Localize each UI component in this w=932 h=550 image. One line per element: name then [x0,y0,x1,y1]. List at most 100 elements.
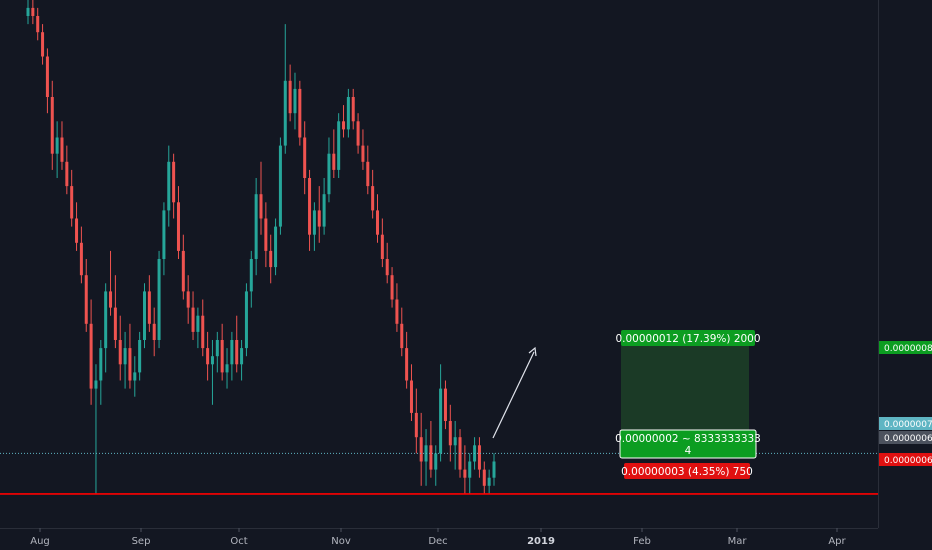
candle-down [206,348,210,365]
candle-down [264,218,268,251]
candle-down [65,161,69,187]
candle-down [84,275,88,324]
candle-up [138,340,142,373]
candle-up [322,194,326,227]
candle-down [31,7,35,17]
target-zone[interactable] [621,339,749,437]
candle-up [104,291,108,349]
candle-up [196,315,200,332]
projection-arrow[interactable] [492,346,537,439]
candle-down [356,121,360,146]
candle-down [414,412,418,438]
candle-down [176,202,180,251]
candle-down [409,380,413,413]
candle-down [400,323,404,349]
candle-down [317,210,321,227]
x-tick-label: Mar [728,536,748,547]
candle-up [249,259,253,292]
candle-down [443,388,447,421]
candle-down [405,348,409,381]
candle-down [385,259,389,276]
x-tick-label: Apr [828,536,846,547]
candle-down [191,307,195,332]
candle-down [79,242,83,276]
candle-up [142,291,147,340]
candle-down [220,340,224,373]
candle-down [45,56,49,97]
target-label[interactable]: 0.00000012 (17.39%) 2000 [615,330,761,346]
candle-up [346,97,350,130]
candle-down [390,275,394,300]
x-tick-label: Oct [230,536,247,547]
candle-up [434,453,438,470]
candle-down [60,137,64,162]
price-tag-current-text: 0.00000071 [884,420,932,430]
candle-up [453,437,457,446]
candle-up [55,137,59,154]
candle-down [361,145,365,162]
candle-down [308,178,312,235]
ratio-label-line2: 4 [685,445,692,457]
stop-label-text: 0.00000003 (4.35%) 750 [621,466,753,478]
candle-down [375,210,380,235]
candle-down [298,88,302,138]
candle-down [463,469,467,478]
candle-up [274,226,278,268]
candle-down [147,291,151,324]
candle-down [366,161,370,187]
candle-up [157,259,161,340]
candle-up [26,7,30,17]
candle-down [186,291,190,308]
candle-up [225,364,229,373]
candle-up [244,291,248,349]
candle-down [380,234,384,259]
candle-down [172,161,176,203]
candle-down [448,421,452,446]
candle-up [312,210,316,235]
candle-down [259,194,263,219]
x-tick-label: Aug [30,536,50,547]
candle-up [278,145,282,227]
candle-down [429,445,433,470]
price-tag-support-text: 0.00000066 [884,456,932,466]
candle-down [303,137,307,178]
time-axis[interactable]: Aug Sep Oct Nov Dec 2019 Feb Mar Apr [30,528,847,547]
candle-down [41,32,45,57]
price-tag-target-text: 0.00000081 [884,344,932,354]
candle-down [342,121,346,130]
x-tick-label: Dec [428,536,447,547]
candle-up [468,461,472,478]
x-tick-label: Feb [633,536,651,547]
candle-up [230,340,234,365]
candle-down [458,437,462,470]
stop-label[interactable]: 0.00000003 (4.35%) 750 [621,463,753,479]
candle-up [492,461,496,478]
candle-down [201,315,205,349]
x-tick-label: Sep [132,536,151,547]
candle-down [351,97,355,122]
candle-down [118,340,122,365]
candle-down [128,348,132,381]
candle-down [109,291,113,308]
candle-up [337,121,341,170]
candle-up [283,80,287,146]
candle-down [152,323,156,340]
x-tick-label: Nov [331,536,351,547]
risk-reward-label[interactable]: 0.00000002 ~ 8333333333 4 [615,429,761,459]
candle-down [269,250,273,268]
price-tag-last-text: 0.00000069 [884,434,932,444]
candle-down [50,97,54,154]
candle-up [487,477,491,486]
candle-up [439,388,443,454]
candle-down [477,445,481,470]
price-tag-last: 0.00000069 [879,431,932,444]
candle-down [419,437,423,462]
candle-up [99,348,103,381]
candle-down [332,153,336,170]
candle-up [240,348,244,365]
price-tag-current: 0.00000071 [879,417,932,430]
candle-down [235,340,239,365]
price-tag-support: 0.00000066 [879,453,932,466]
